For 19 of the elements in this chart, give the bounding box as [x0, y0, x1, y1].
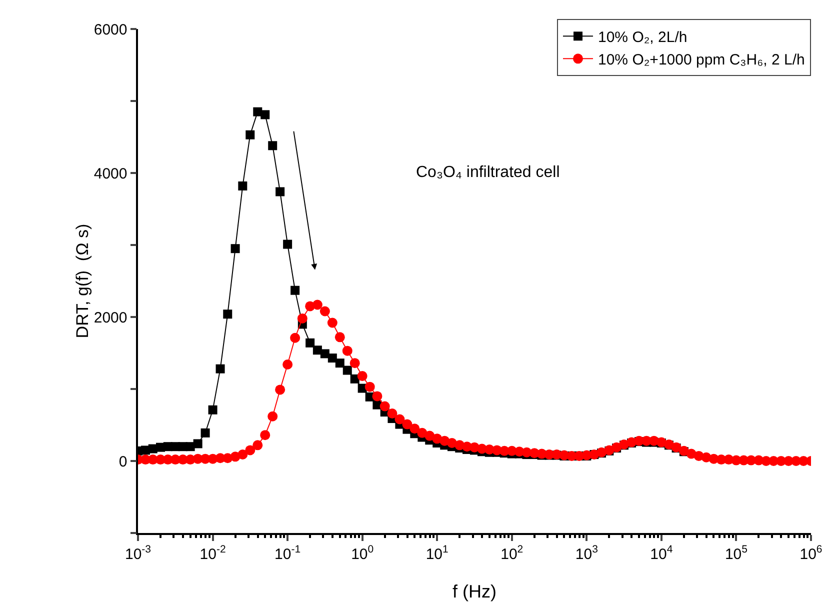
legend-label: 10% O₂+1000 ppm C₃H₆, 2 L/h: [598, 52, 805, 69]
y-tick-label: 6000: [94, 21, 128, 38]
x-tick-label: 10$^{-3}$: [124, 543, 152, 563]
y-axis-title: DRT, g(f) (Ω s): [72, 224, 92, 338]
x-tick-label: 10$^{1}$: [426, 543, 449, 563]
x-tick-label: 10$^{4}$: [650, 543, 673, 563]
x-tick-label: 10$^{0}$: [351, 543, 374, 563]
x-axis-title: f (Hz): [452, 582, 496, 602]
legend-label: 10% O₂, 2L/h: [598, 29, 688, 46]
x-tick-label: 10$^{2}$: [500, 543, 524, 563]
y-tick-label: 4000: [94, 165, 128, 182]
x-tick-label: 10$^{-1}$: [274, 543, 301, 563]
x-tick-label: 10$^{6}$: [800, 543, 822, 563]
y-tick-label: 0: [118, 453, 128, 470]
x-tick-label: 10$^{3}$: [575, 543, 598, 563]
annotation: Co₃O₄ infiltrated cell: [416, 164, 560, 181]
y-tick-label: 2000: [94, 309, 128, 326]
x-tick-label: 10$^{5}$: [724, 543, 748, 563]
x-tick-label: 10$^{-2}$: [200, 543, 226, 563]
